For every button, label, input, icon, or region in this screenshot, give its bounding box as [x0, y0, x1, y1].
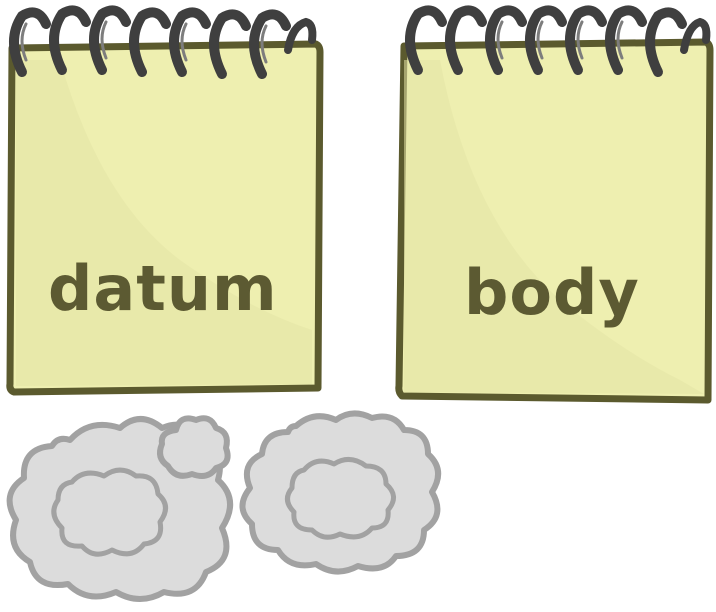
spiral-rings-right	[405, 5, 711, 77]
notepad-right-shade	[404, 60, 704, 394]
smoke-puff-icon	[239, 410, 441, 575]
notepad-left	[6, 5, 324, 396]
notepad-left-shade	[16, 60, 312, 386]
smoke-puff-icon	[6, 415, 233, 602]
notepad-right-word: body	[464, 256, 640, 329]
spiral-rings-left	[9, 5, 317, 79]
notepad-right	[395, 5, 714, 404]
notepad-left-word: datum	[48, 252, 278, 325]
